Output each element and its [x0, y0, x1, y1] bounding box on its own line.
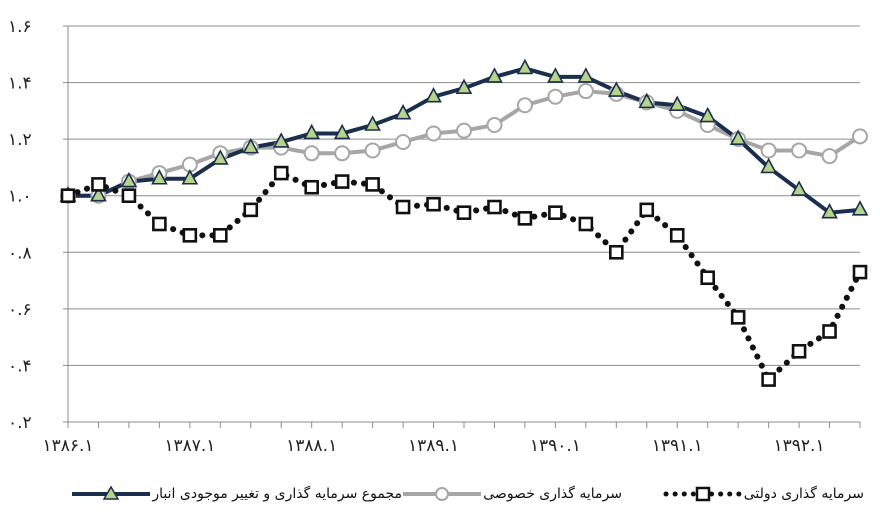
x-tick-label: ۱۳۸۷.۱: [164, 436, 215, 456]
y-tick-label: ۱.۰: [8, 187, 32, 207]
x-tick-label: ۱۳۹۰.۱: [530, 436, 581, 456]
marker-government: [213, 228, 228, 243]
marker-government: [487, 199, 502, 215]
marker-private: [516, 97, 533, 114]
y-tick-label: ۰.۶: [8, 300, 32, 320]
legend-item-total: مجموع سرمایه گذاری و تغییر موجودی انبار: [70, 484, 408, 504]
marker-private: [364, 142, 381, 159]
y-tick-label: ۰.۸: [8, 243, 32, 263]
marker-private: [791, 142, 808, 159]
marker-total: [729, 129, 747, 145]
marker-total: [486, 67, 503, 83]
marker-total: [851, 200, 869, 216]
marker-total: [151, 169, 168, 185]
marker-government: [426, 196, 441, 212]
marker-government: [700, 270, 715, 286]
marker-total: [638, 92, 656, 109]
marker-private: [547, 88, 564, 105]
marker-total: [425, 87, 442, 103]
marker-government: [578, 216, 594, 232]
legend-item-private: سرمایه گذاری خصوصی: [401, 484, 628, 504]
x-tick-label: ۱۳۸۹.۱: [408, 436, 459, 456]
marker-total: [821, 202, 838, 219]
marker-government: [121, 188, 137, 204]
marker-government: [273, 165, 289, 181]
marker-government: [517, 211, 533, 226]
series-lines: [65, 66, 863, 383]
marker-government: [639, 202, 655, 218]
marker-total: [699, 106, 717, 123]
y-tick-labels: ۰.۲ ۰.۴ ۰.۶ ۰.۸ ۱.۰ ۱.۲ ۱.۴ ۱.۶: [8, 17, 32, 433]
marker-private: [852, 128, 868, 145]
x-tick-label: ۱۳۸۸.۱: [286, 436, 337, 456]
marker-private: [456, 122, 472, 139]
marker-total: [760, 157, 777, 174]
marker-total: [181, 169, 199, 185]
legend-label-total: مجموع سرمایه گذاری و تغییر موجودی انبار: [152, 486, 402, 502]
marker-government: [243, 202, 259, 218]
marker-total: [668, 95, 686, 111]
marker-government: [152, 216, 167, 232]
marker-total: [790, 180, 808, 196]
legend-label-government: سرمایه گذاری دولتی: [743, 486, 864, 502]
legend-swatch-total: [72, 485, 151, 500]
marker-total: [120, 171, 138, 188]
marker-total: [547, 67, 564, 83]
legend-swatch-government: [663, 486, 744, 502]
y-tick-label: ۰.۴: [8, 356, 32, 376]
series-markers: [59, 58, 869, 387]
marker-government: [60, 188, 76, 204]
x-tick-label: ۱۳۹۱.۱: [652, 436, 703, 456]
marker-government: [304, 179, 319, 195]
marker-total: [242, 137, 260, 154]
marker-government: [761, 372, 776, 387]
marker-government: [822, 324, 837, 339]
legend-label-private: سرمایه گذاری خصوصی: [483, 486, 622, 502]
marker-government: [91, 177, 106, 192]
marker-private: [425, 125, 442, 142]
marker-private: [334, 145, 351, 162]
line-chart: ۰.۲۰.۴۰.۶۰.۸۱.۰۱.۲۱.۴۱.۶ ۱۳۸۶.۱ ۱۳۸۷.۱ ۱۳۸…: [8, 17, 869, 456]
marker-government: [395, 199, 411, 215]
y-tick-label: ۱.۴: [8, 74, 32, 94]
marker-total: [394, 103, 412, 120]
marker-total: [333, 123, 351, 140]
marker-total: [577, 67, 595, 83]
marker-total: [364, 115, 381, 131]
marker-government: [365, 177, 380, 192]
marker-government: [791, 343, 807, 359]
marker-government: [669, 228, 685, 243]
marker-private: [486, 117, 503, 133]
marker-total: [516, 58, 534, 75]
marker-private: [395, 133, 412, 150]
marker-private: [303, 145, 320, 162]
marker-government: [548, 205, 563, 220]
marker-government: [334, 174, 350, 189]
marker-government: [182, 228, 198, 243]
marker-total: [607, 81, 625, 97]
x-tick-labels: ۱۳۸۶.۱ ۱۳۸۷.۱ ۱۳۸۸.۱ ۱۳۸۹.۱ ۱۳۹۰.۱ ۱۳۹۱.۱ ۱۳۹۲…: [42, 436, 824, 456]
marker-private: [577, 83, 594, 100]
x-tick-label: ۱۳۹۲.۱: [774, 436, 825, 456]
marker-private: [760, 142, 777, 159]
legend-swatch-private: [403, 487, 482, 501]
marker-government: [730, 310, 746, 325]
marker-government: [852, 264, 868, 280]
legend-item-government: سرمایه گذاری دولتی: [662, 484, 870, 504]
y-tick-label: ۰.۲: [8, 413, 32, 433]
marker-government: [456, 205, 472, 220]
marker-private: [821, 148, 838, 165]
series-line-2: [65, 170, 863, 383]
marker-total: [455, 78, 473, 95]
x-tick-label: ۱۳۸۶.۱: [42, 436, 93, 456]
marker-total: [90, 186, 107, 202]
y-tick-label: ۱.۲: [8, 130, 32, 150]
marker-government: [609, 244, 624, 260]
marker-total: [211, 149, 229, 165]
y-tick-label: ۱.۶: [8, 17, 32, 37]
marker-total: [272, 132, 290, 148]
marker-total: [303, 123, 321, 140]
legend: مجموع سرمایه گذاری و تغییر موجودی انبار …: [0, 478, 880, 514]
